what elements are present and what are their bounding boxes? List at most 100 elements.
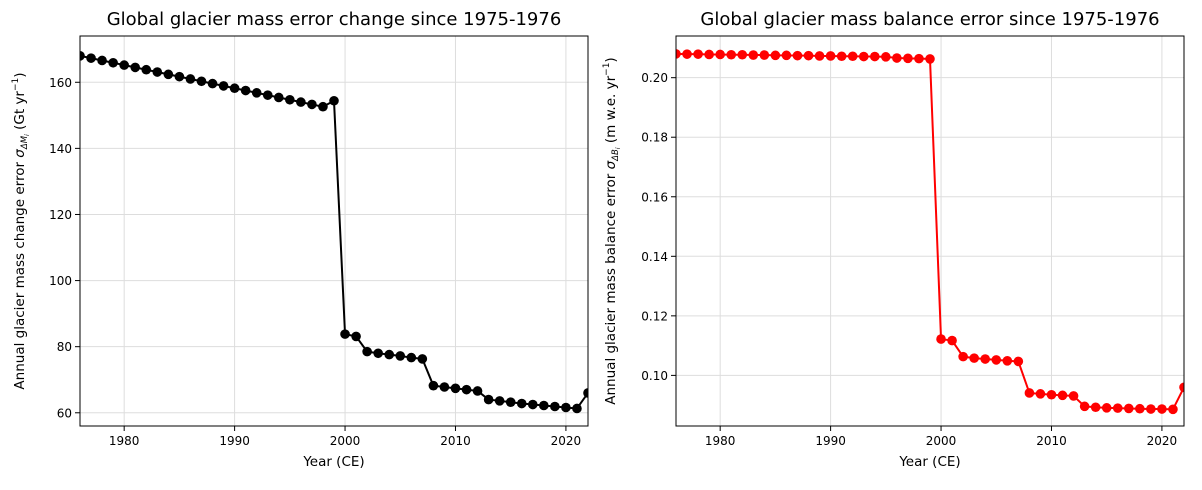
data-point: [1035, 389, 1046, 399]
x-tick-label: 2010: [440, 434, 471, 448]
x-tick-label: 2020: [1147, 434, 1178, 448]
data-point: [1123, 403, 1134, 414]
data-point: [527, 399, 538, 410]
data-point: [881, 52, 891, 62]
data-point: [991, 355, 1002, 365]
data-point: [814, 51, 825, 61]
data-point: [561, 402, 571, 413]
data-point: [340, 329, 350, 339]
data-point: [307, 99, 317, 110]
data-point: [836, 51, 847, 62]
data-point: [1179, 382, 1184, 393]
series: [80, 51, 588, 414]
x-tick-label: 2000: [330, 434, 361, 448]
data-point: [903, 53, 913, 64]
data-point: [969, 353, 979, 363]
data-point: [439, 382, 450, 392]
y-tick-label: 0.18: [641, 131, 668, 145]
data-point: [682, 49, 692, 59]
series: [676, 49, 1184, 415]
data-point: [1057, 390, 1068, 401]
data-point: [86, 53, 96, 63]
data-point: [296, 97, 306, 107]
x-tick-label: 2010: [1036, 434, 1067, 448]
y-tick-label: 0.14: [641, 250, 668, 264]
data-point: [792, 50, 803, 61]
data-point: [572, 403, 582, 414]
x-axis-label: Year (CE): [898, 454, 960, 470]
data-point: [925, 54, 935, 64]
axes-frame: [675, 35, 1185, 427]
data-point: [318, 101, 328, 112]
y-tick-label: 0.10: [641, 369, 668, 383]
y-tick-label: 0.16: [641, 190, 668, 204]
data-point: [825, 51, 836, 61]
data-point: [858, 51, 869, 62]
data-point: [108, 57, 118, 68]
data-point: [329, 95, 339, 106]
y-tick-label: 60: [57, 406, 72, 420]
data-point: [737, 49, 748, 60]
y-tick-label: 0.20: [641, 71, 668, 85]
y-label-sigma: σ: [12, 149, 28, 158]
data-point: [1090, 402, 1101, 413]
data-point: [539, 400, 549, 411]
data-point: [1013, 356, 1024, 367]
y-label-unit-exponent: −1: [11, 78, 21, 91]
data-point: [461, 384, 472, 395]
data-point: [428, 380, 439, 391]
data-point: [748, 50, 759, 60]
chart-title: Global glacier mass error change since 1…: [107, 9, 562, 30]
data-point: [130, 62, 141, 73]
data-point: [847, 51, 858, 62]
y-label-sigma: σ: [603, 160, 619, 169]
data-point: [770, 50, 781, 61]
data-point: [936, 334, 946, 344]
data-point: [704, 49, 714, 60]
data-point: [395, 351, 406, 361]
data-point: [980, 354, 991, 364]
y-label-unit-exponent: −1: [602, 63, 612, 76]
grid: [80, 36, 588, 426]
axes-frame: [79, 35, 589, 427]
data-point: [693, 49, 703, 59]
data-point: [494, 396, 505, 406]
x-tick-label: 1980: [705, 434, 736, 448]
y-label-text: Annual glacier mass balance error: [603, 169, 619, 404]
data-point: [803, 50, 814, 61]
data-point: [185, 74, 196, 84]
data-point: [273, 92, 284, 103]
y-label-text: Annual glacier mass change error: [12, 158, 28, 390]
data-point: [362, 346, 372, 357]
data-point: [174, 71, 185, 82]
x-tick-label: 1990: [815, 434, 846, 448]
y-tick-label: 0.12: [641, 309, 668, 323]
data-point: [406, 352, 417, 363]
y-label-subscript: ΔB: [611, 149, 621, 162]
data-point: [869, 51, 880, 62]
data-point: [1112, 403, 1123, 413]
data-point: [1002, 356, 1013, 366]
data-point: [351, 331, 361, 342]
y-tick-label: 160: [49, 76, 72, 90]
data-point: [207, 78, 218, 89]
data-point: [676, 49, 681, 59]
y-label-subsubscript: i: [614, 147, 622, 149]
data-point: [472, 386, 483, 396]
y-axis-label: Annual glacier mass change error σΔMi (G…: [11, 72, 31, 389]
x-axis-label: Year (CE): [302, 454, 364, 470]
data-point: [196, 76, 207, 87]
data-point: [1046, 389, 1057, 400]
data-point: [914, 53, 924, 64]
series-line: [80, 54, 588, 410]
data-point: [141, 64, 152, 75]
data-point: [958, 351, 968, 362]
data-point: [285, 94, 295, 105]
data-point: [373, 348, 383, 359]
y-label-subscript: ΔM: [20, 135, 30, 150]
data-point: [505, 397, 516, 408]
data-point: [1101, 403, 1112, 413]
chart-title: Global glacier mass balance error since …: [700, 9, 1159, 30]
mass-change-error-chart: 1980 1990 2000 2010 2020 60 80 100 120 140 160 Glob…: [11, 9, 589, 470]
